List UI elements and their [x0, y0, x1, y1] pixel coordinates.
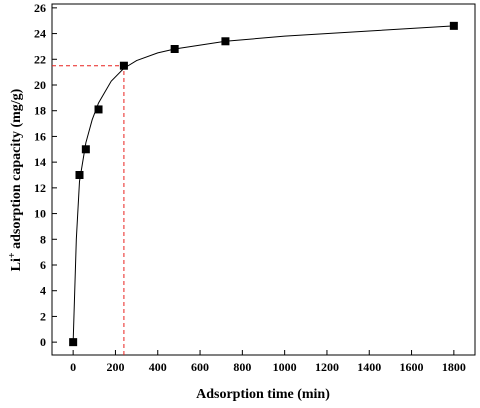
- x-tick-label: 1000: [273, 360, 297, 374]
- x-axis-title: Adsorption time (min): [196, 387, 330, 402]
- data-point: [119, 61, 128, 70]
- data-point: [170, 45, 179, 53]
- y-tick-label: 26: [34, 1, 46, 15]
- data-point: [94, 105, 103, 114]
- data-point: [75, 171, 84, 179]
- y-tick-label: 4: [40, 284, 46, 298]
- x-tick-label: 200: [106, 360, 124, 374]
- x-tick-label: 1200: [315, 360, 339, 374]
- y-tick-label: 14: [34, 155, 46, 169]
- y-tick-label: 0: [40, 335, 46, 349]
- y-tick-label: 6: [40, 258, 46, 272]
- y-tick-label: 10: [34, 207, 46, 221]
- fit-curve: [72, 25, 454, 343]
- plot-frame: [51, 3, 476, 356]
- data-point: [69, 338, 78, 347]
- data-point: [449, 21, 458, 30]
- y-axis-title-rest: adsorption capacity (mg/g): [9, 88, 24, 252]
- y-axis-title-sup: +: [7, 252, 18, 258]
- y-tick-label: 24: [34, 27, 46, 41]
- data-point: [81, 145, 90, 154]
- y-axis-title-base: Li: [9, 258, 24, 271]
- y-axis-title: Li+ adsorption capacity (mg/g): [7, 88, 24, 271]
- x-tick-label: 400: [149, 360, 167, 374]
- y-tick-label: 8: [40, 232, 46, 246]
- x-tick-label: 1400: [357, 360, 381, 374]
- y-tick-label: 20: [34, 78, 46, 92]
- x-tick-label: 600: [191, 360, 209, 374]
- x-tick-label: 0: [70, 360, 76, 374]
- y-tick-label: 2: [40, 309, 46, 323]
- x-tick-label: 1600: [400, 360, 424, 374]
- data-point: [221, 37, 230, 46]
- y-tick-label: 22: [34, 52, 46, 66]
- x-tick-label: 1800: [442, 360, 466, 374]
- x-tick-label: 800: [233, 360, 251, 374]
- y-tick-label: 16: [34, 129, 46, 143]
- y-tick-label: 12: [34, 181, 46, 195]
- y-tick-label: 18: [34, 104, 46, 118]
